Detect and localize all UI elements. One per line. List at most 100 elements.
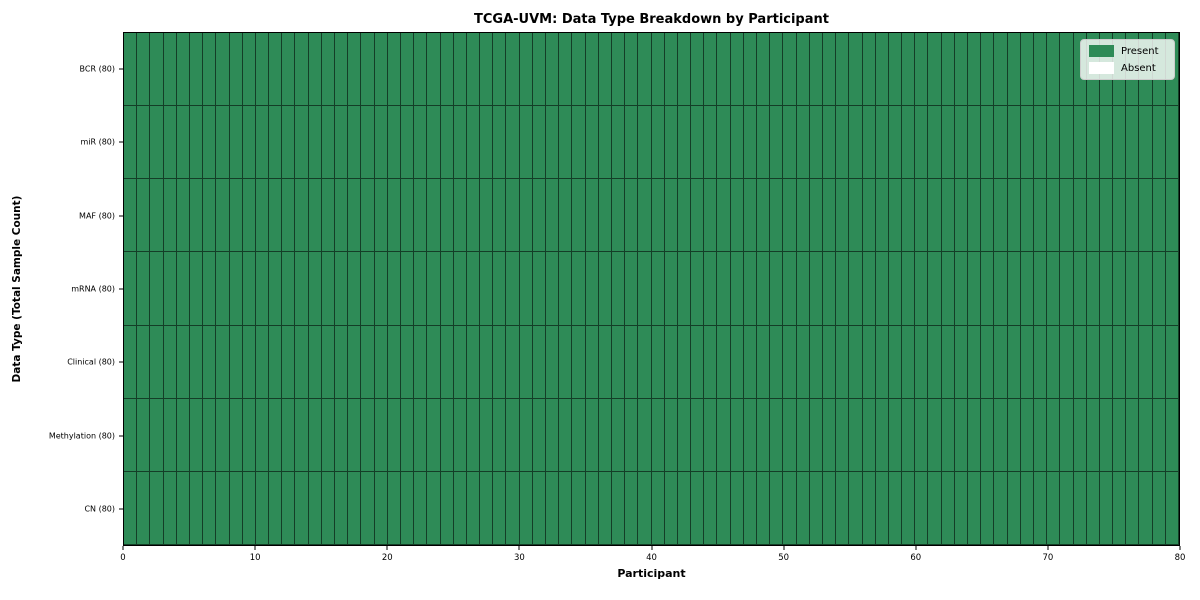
heatmap-cell xyxy=(928,471,942,545)
heatmap-cell xyxy=(493,325,507,399)
heatmap-cell xyxy=(269,179,283,253)
heatmap-cell xyxy=(493,471,507,545)
heatmap-cell xyxy=(611,106,626,180)
heatmap-cell xyxy=(163,252,177,326)
heatmap-cell xyxy=(348,471,362,545)
heatmap-cell xyxy=(941,33,955,107)
heatmap-cell xyxy=(757,106,771,180)
heatmap-cell xyxy=(506,398,520,472)
x-tick-mark xyxy=(915,546,917,550)
heatmap-cell xyxy=(915,252,929,326)
legend-swatch-present-icon xyxy=(1089,45,1114,57)
heatmap-cell xyxy=(691,471,705,545)
heatmap-cell xyxy=(124,179,138,253)
heatmap-cell xyxy=(163,106,177,180)
heatmap-cell xyxy=(968,398,982,472)
heatmap-cell xyxy=(915,398,929,472)
heatmap-cell xyxy=(796,179,810,253)
heatmap-cell xyxy=(849,179,863,253)
heatmap-cell xyxy=(480,252,494,326)
heatmap-cell xyxy=(836,252,850,326)
heatmap-cell xyxy=(717,398,731,472)
heatmap-cell xyxy=(1007,398,1021,472)
heatmap-cell xyxy=(348,325,362,399)
heatmap-cell xyxy=(414,471,428,545)
heatmap-cell xyxy=(269,471,283,545)
heatmap-cell xyxy=(836,398,850,472)
heatmap-cell xyxy=(994,106,1008,180)
heatmap-cell xyxy=(625,106,639,180)
heatmap-cell xyxy=(704,398,718,472)
heatmap-cell xyxy=(189,471,204,545)
heatmap-cell xyxy=(295,398,309,472)
heatmap-cell xyxy=(954,398,968,472)
legend: Present Absent xyxy=(1080,39,1175,80)
heatmap-cell xyxy=(1020,252,1034,326)
heatmap-cell xyxy=(954,106,968,180)
heatmap-cell xyxy=(717,471,731,545)
heatmap-cell xyxy=(572,33,586,107)
heatmap-cell xyxy=(203,398,217,472)
heatmap-cell xyxy=(598,106,612,180)
heatmap-cell xyxy=(1152,325,1166,399)
heatmap-cell xyxy=(611,325,626,399)
heatmap-cell xyxy=(493,398,507,472)
heatmap-cell xyxy=(1086,106,1100,180)
heatmap-cell xyxy=(888,179,903,253)
heatmap-cell xyxy=(361,471,375,545)
x-tick-label: 70 xyxy=(1042,553,1054,563)
heatmap-cell xyxy=(1007,252,1021,326)
heatmap-cell xyxy=(1165,471,1179,545)
heatmap-cell xyxy=(822,471,837,545)
heatmap-cell xyxy=(163,398,177,472)
heatmap-cell xyxy=(1099,179,1114,253)
legend-label-present: Present xyxy=(1121,45,1159,57)
heatmap-cell xyxy=(743,179,757,253)
heatmap-cell xyxy=(638,398,652,472)
heatmap-cell xyxy=(862,325,876,399)
legend-swatch-absent-icon xyxy=(1089,62,1114,74)
heatmap-cell xyxy=(348,106,362,180)
heatmap-cell xyxy=(651,179,665,253)
heatmap-cell xyxy=(888,325,903,399)
heatmap-cell xyxy=(691,398,705,472)
heatmap-cell xyxy=(255,179,270,253)
heatmap-cell xyxy=(1152,179,1166,253)
heatmap-cell xyxy=(387,398,401,472)
heatmap-cell xyxy=(519,33,533,107)
heatmap-cell xyxy=(1020,179,1034,253)
heatmap-cell xyxy=(308,106,322,180)
heatmap-cell xyxy=(704,325,718,399)
heatmap-cell xyxy=(546,471,560,545)
x-tick-label: 80 xyxy=(1174,553,1186,563)
heatmap-cell xyxy=(1152,252,1166,326)
heatmap-cell xyxy=(1073,398,1087,472)
heatmap-cell xyxy=(1020,471,1034,545)
heatmap-cell xyxy=(1113,179,1127,253)
heatmap-cell xyxy=(994,325,1008,399)
heatmap-cell xyxy=(638,252,652,326)
heatmap-cell xyxy=(691,325,705,399)
heatmap-cell xyxy=(598,252,612,326)
heatmap-cell xyxy=(717,252,731,326)
heatmap-cell xyxy=(743,471,757,545)
heatmap-cell xyxy=(677,398,692,472)
heatmap-cell xyxy=(163,325,177,399)
heatmap-cell xyxy=(427,398,441,472)
heatmap-cell xyxy=(954,179,968,253)
x-tick-mark xyxy=(1047,546,1049,550)
heatmap-cell xyxy=(440,33,454,107)
heatmap-cell xyxy=(875,398,889,472)
heatmap-cell xyxy=(638,325,652,399)
heatmap-cell xyxy=(611,398,626,472)
heatmap-cell xyxy=(242,325,256,399)
heatmap-cell xyxy=(1152,106,1166,180)
heatmap-cell xyxy=(440,179,454,253)
heatmap-cell xyxy=(915,179,929,253)
heatmap-cell xyxy=(493,106,507,180)
heatmap-cell xyxy=(836,33,850,107)
heatmap-cell xyxy=(480,179,494,253)
heatmap-cell xyxy=(124,252,138,326)
heatmap-cell xyxy=(361,33,375,107)
heatmap-cell xyxy=(941,179,955,253)
